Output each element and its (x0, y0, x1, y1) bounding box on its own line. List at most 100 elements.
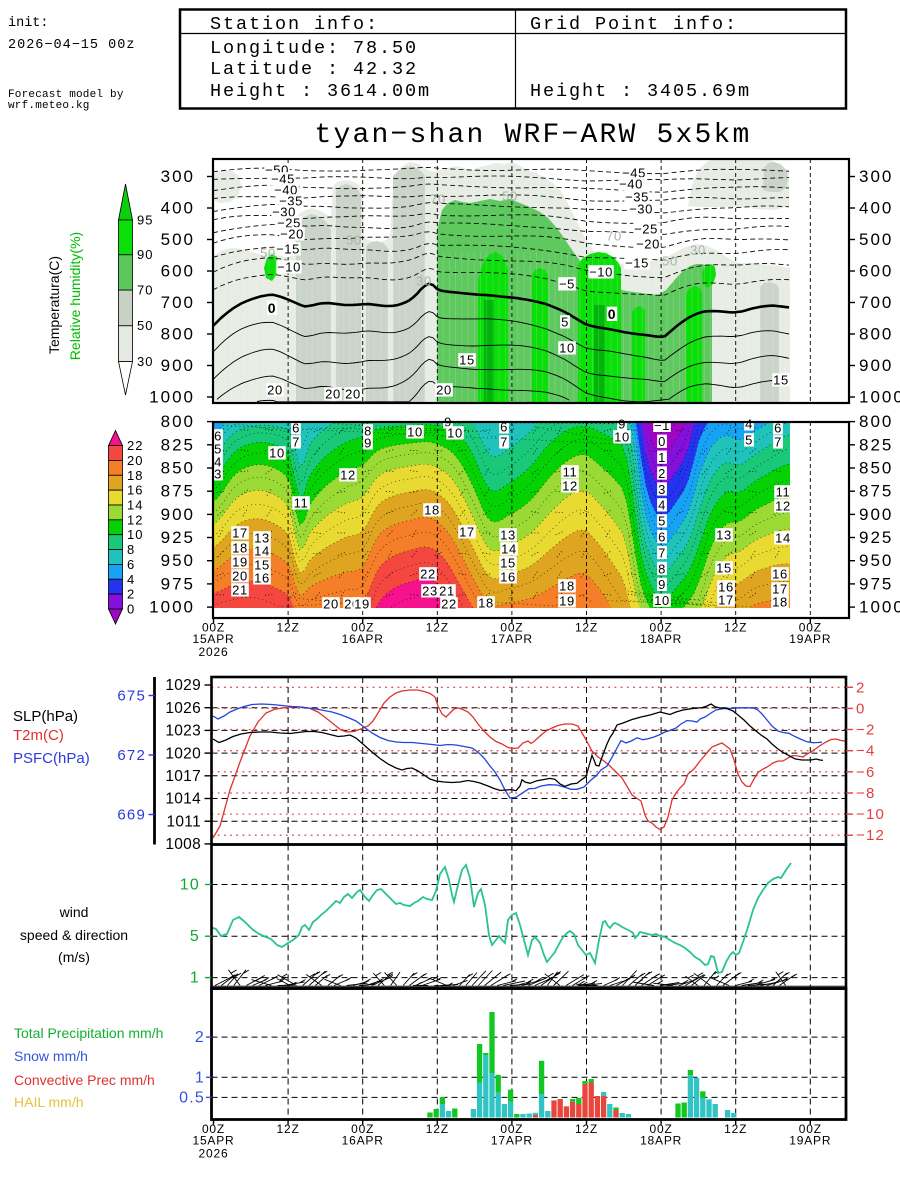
svg-text:1029: 1029 (165, 677, 201, 694)
svg-text:−20: −20 (636, 237, 660, 252)
svg-text:5: 5 (190, 928, 200, 945)
svg-text:30: 30 (690, 243, 706, 258)
svg-text:12Z: 12Z (575, 1122, 598, 1136)
svg-text:12: 12 (775, 499, 791, 514)
svg-text:19APR: 19APR (789, 1134, 831, 1148)
svg-text:300: 300 (859, 167, 893, 186)
svg-text:950: 950 (859, 551, 893, 570)
svg-text:00Z: 00Z (202, 1122, 225, 1136)
svg-text:400: 400 (161, 199, 195, 218)
svg-text:20: 20 (436, 383, 452, 398)
svg-text:tyan−shan WRF−ARW 5x5km: tyan−shan WRF−ARW 5x5km (314, 120, 751, 151)
svg-text:19: 19 (232, 555, 248, 570)
svg-text:10: 10 (407, 425, 423, 440)
svg-text:2: 2 (658, 466, 666, 481)
svg-text:17: 17 (459, 525, 475, 540)
svg-text:speed & direction: speed & direction (20, 927, 128, 943)
svg-text:Temperatura(C): Temperatura(C) (46, 256, 62, 354)
svg-text:20: 20 (325, 387, 341, 402)
svg-text:18: 18 (478, 596, 494, 611)
svg-text:−1: −1 (654, 418, 670, 433)
svg-text:−20: −20 (280, 227, 304, 242)
svg-text:6: 6 (658, 530, 666, 545)
svg-text:50: 50 (502, 189, 518, 204)
svg-text:5: 5 (214, 442, 222, 457)
svg-text:10: 10 (559, 341, 575, 356)
svg-text:−4: −4 (856, 743, 876, 760)
svg-text:2026−04−15 00z: 2026−04−15 00z (8, 38, 135, 53)
svg-text:16APR: 16APR (342, 1134, 384, 1148)
svg-text:925: 925 (859, 528, 893, 547)
svg-text:13: 13 (500, 528, 516, 543)
svg-text:−10: −10 (277, 260, 301, 275)
svg-text:Height : 3614.00m: Height : 3614.00m (210, 81, 431, 102)
svg-text:00Z: 00Z (799, 621, 822, 635)
svg-text:50: 50 (346, 233, 362, 248)
svg-text:14: 14 (254, 544, 270, 559)
svg-text:825: 825 (859, 435, 893, 454)
svg-text:9: 9 (618, 417, 626, 432)
svg-text:−45: −45 (271, 172, 295, 187)
svg-text:800: 800 (161, 412, 195, 431)
svg-text:1: 1 (190, 970, 200, 987)
svg-text:600: 600 (859, 262, 893, 281)
svg-text:T2m(C): T2m(C) (13, 727, 64, 744)
svg-text:12Z: 12Z (426, 1122, 449, 1136)
svg-text:00Z: 00Z (351, 1122, 374, 1136)
svg-text:20: 20 (345, 387, 361, 402)
svg-text:18: 18 (232, 541, 248, 556)
svg-text:500: 500 (161, 230, 195, 249)
svg-text:17: 17 (232, 526, 248, 541)
svg-text:7: 7 (500, 435, 508, 450)
svg-text:−25: −25 (277, 216, 301, 231)
svg-text:19APR: 19APR (789, 632, 831, 646)
svg-text:9: 9 (658, 577, 666, 592)
svg-text:−6: −6 (856, 764, 876, 781)
svg-text:−30: −30 (629, 202, 653, 217)
svg-text:SLP(hPa): SLP(hPa) (13, 708, 78, 725)
svg-text:18: 18 (127, 468, 143, 483)
svg-text:10: 10 (614, 430, 630, 445)
svg-text:18APR: 18APR (640, 632, 682, 646)
svg-text:6: 6 (214, 429, 222, 444)
svg-text:21: 21 (232, 583, 248, 598)
svg-text:900: 900 (161, 505, 195, 524)
svg-text:16: 16 (254, 571, 270, 586)
svg-text:6: 6 (127, 557, 135, 572)
svg-text:0: 0 (268, 300, 276, 316)
svg-text:800: 800 (161, 325, 195, 344)
svg-text:2026: 2026 (199, 645, 229, 659)
svg-text:8: 8 (364, 424, 372, 439)
svg-text:−35: −35 (625, 190, 649, 205)
svg-text:1017: 1017 (165, 768, 201, 785)
svg-text:16: 16 (718, 580, 734, 595)
svg-text:19: 19 (559, 594, 575, 609)
svg-text:18: 18 (772, 595, 788, 610)
svg-text:11: 11 (776, 485, 791, 500)
svg-text:6: 6 (292, 421, 300, 436)
svg-text:−15: −15 (276, 242, 300, 257)
svg-text:0: 0 (856, 700, 866, 717)
svg-text:−10: −10 (589, 265, 613, 280)
svg-text:12Z: 12Z (724, 1122, 747, 1136)
svg-text:23: 23 (422, 584, 438, 599)
svg-text:925: 925 (161, 528, 195, 547)
svg-text:15: 15 (716, 561, 732, 576)
svg-text:wind: wind (59, 904, 89, 920)
svg-text:wrf.meteo.kg: wrf.meteo.kg (8, 100, 90, 112)
svg-text:4: 4 (658, 498, 666, 513)
svg-text:7: 7 (292, 435, 300, 450)
svg-text:−25: −25 (634, 222, 658, 237)
svg-text:1023: 1023 (165, 723, 201, 740)
svg-text:Grid Point info:: Grid Point info: (530, 14, 738, 35)
svg-text:10: 10 (654, 593, 670, 608)
svg-text:14: 14 (775, 531, 791, 546)
svg-text:init:: init: (8, 16, 49, 31)
svg-text:4: 4 (214, 455, 222, 470)
svg-text:00Z: 00Z (650, 621, 673, 635)
svg-text:−40: −40 (619, 177, 643, 192)
svg-text:300: 300 (161, 167, 195, 186)
svg-text:900: 900 (859, 356, 893, 375)
svg-text:0: 0 (658, 434, 666, 449)
svg-text:1008: 1008 (165, 836, 201, 853)
